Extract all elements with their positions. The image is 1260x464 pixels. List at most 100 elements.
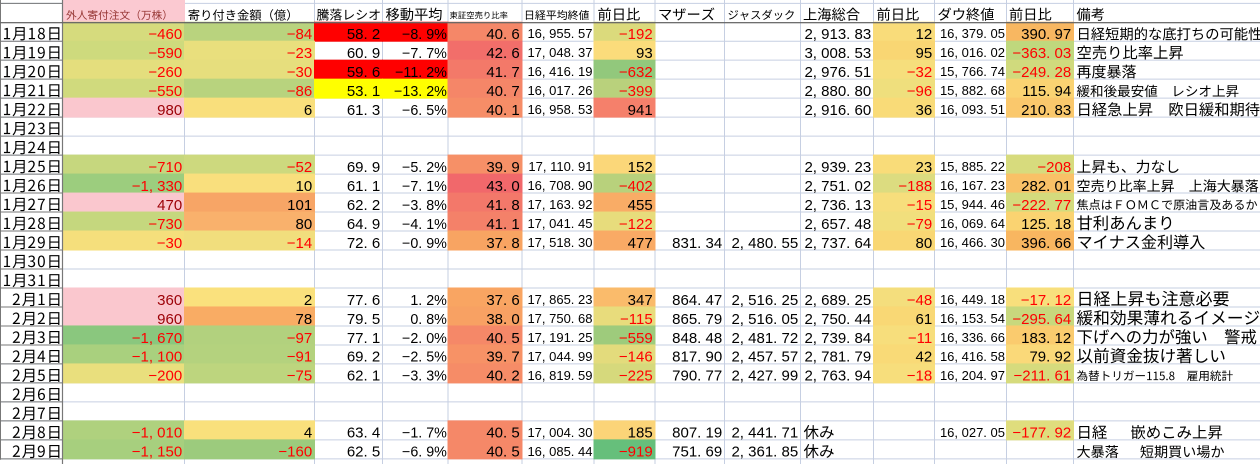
svg-text:16, 167. 23: 16, 167. 23 [940,178,1005,193]
svg-text:−115: −115 [620,311,653,328]
svg-text:16, 379. 05: 16, 379. 05 [940,26,1005,41]
svg-text:−260: −260 [148,64,182,81]
svg-text:16, 153. 54: 16, 153. 54 [940,311,1005,326]
svg-text:41. 8: 41. 8 [486,197,519,214]
svg-text:125. 18: 125. 18 [1021,216,1071,233]
svg-text:−122: −122 [619,216,653,233]
svg-text:−919: −919 [619,444,653,461]
svg-text:59. 6: 59. 6 [347,64,380,81]
svg-text:43. 0: 43. 0 [486,178,519,195]
svg-text:16, 336. 66: 16, 336. 66 [940,330,1005,345]
svg-text:64. 9: 64. 9 [347,216,380,233]
svg-text:152: 152 [628,159,653,176]
svg-text:39. 7: 39. 7 [486,349,519,366]
svg-text:17, 048. 37: 17, 048. 37 [527,45,592,60]
svg-text:−79: −79 [907,216,932,233]
svg-text:36: 36 [916,102,933,119]
svg-text:2, 657. 48: 2, 657. 48 [804,216,871,233]
svg-text:396. 66: 396. 66 [1021,235,1071,252]
svg-text:807. 19: 807. 19 [672,425,722,442]
svg-text:−590: −590 [148,45,182,62]
svg-text:2, 441. 71: 2, 441. 71 [731,425,798,442]
svg-text:2, 750. 44: 2, 750. 44 [804,311,871,328]
svg-text:17, 865. 23: 17, 865. 23 [527,292,592,307]
svg-text:2, 457. 57: 2, 457. 57 [731,349,798,366]
svg-text:37. 8: 37. 8 [486,235,519,252]
svg-text:17, 110. 91: 17, 110. 91 [528,159,592,174]
svg-text:10: 10 [296,178,313,195]
svg-text:16, 017. 26: 16, 017. 26 [527,83,592,98]
svg-text:360: 360 [157,292,182,309]
svg-text:864. 47: 864. 47 [672,292,722,309]
svg-text:−1, 150: −1, 150 [132,444,182,461]
svg-text:−160: −160 [278,444,312,461]
svg-text:16, 958. 53: 16, 958. 53 [527,102,592,117]
svg-text:−710: −710 [148,159,182,176]
svg-text:40. 5: 40. 5 [486,444,519,461]
svg-text:17, 163. 92: 17, 163. 92 [527,197,592,212]
svg-text:62. 5: 62. 5 [347,444,380,461]
svg-text:−14: −14 [287,235,312,252]
svg-text:−11: −11 [908,330,932,347]
svg-text:−3. 3%: −3. 3% [402,369,447,385]
svg-text:−402: −402 [619,178,653,195]
svg-text:58. 2: 58. 2 [347,26,380,43]
svg-text:16, 204. 97: 16, 204. 97 [940,368,1005,383]
svg-text:2, 737. 64: 2, 737. 64 [804,235,871,252]
svg-text:−1. 7%: −1. 7% [402,426,447,442]
svg-text:2, 739. 84: 2, 739. 84 [804,330,871,347]
svg-text:865. 79: 865. 79 [672,311,722,328]
svg-text:95: 95 [916,45,933,62]
svg-text:2, 480. 55: 2, 480. 55 [731,235,798,252]
svg-text:79. 92: 79. 92 [1029,349,1071,366]
svg-text:17, 191. 25: 17, 191. 25 [527,330,592,345]
svg-text:−200: −200 [148,368,182,385]
svg-text:6: 6 [304,102,312,119]
svg-text:−32: −32 [907,64,932,81]
svg-text:−86: −86 [287,83,312,100]
svg-text:−7. 1%: −7. 1% [402,179,447,195]
svg-text:16, 069. 64: 16, 069. 64 [940,216,1005,231]
svg-text:−84: −84 [287,26,312,43]
svg-text:40. 6: 40. 6 [486,26,519,43]
svg-text:37. 6: 37. 6 [486,292,519,309]
svg-text:17, 004. 30: 17, 004. 30 [527,425,592,440]
svg-text:15, 882. 68: 15, 882. 68 [940,83,1005,98]
svg-text:−192: −192 [619,26,653,43]
svg-text:16, 955. 57: 16, 955. 57 [527,26,592,41]
svg-text:2, 976. 51: 2, 976. 51 [804,64,871,81]
svg-text:39. 9: 39. 9 [486,159,519,176]
svg-text:2, 913. 83: 2, 913. 83 [804,26,871,43]
svg-text:470: 470 [157,197,182,214]
svg-text:−97: −97 [287,330,312,347]
svg-text:16, 416. 58: 16, 416. 58 [940,349,1005,364]
svg-text:80: 80 [916,235,933,252]
svg-text:−6. 9%: −6. 9% [402,445,447,461]
svg-text:−75: −75 [287,368,312,385]
svg-text:347: 347 [628,292,653,309]
svg-text:941: 941 [628,102,653,119]
svg-text:62. 2: 62. 2 [347,197,380,214]
svg-text:477: 477 [628,235,653,252]
svg-text:53. 1: 53. 1 [347,83,380,100]
svg-text:2, 516. 25: 2, 516. 25 [731,292,798,309]
svg-text:210. 83: 210. 83 [1021,102,1071,119]
svg-text:101: 101 [287,197,312,214]
svg-text:817. 90: 817. 90 [672,349,722,366]
svg-text:69. 2: 69. 2 [347,349,380,366]
svg-text:23: 23 [916,159,933,176]
svg-text:−559: −559 [619,330,653,347]
svg-text:790. 77: 790. 77 [672,368,722,385]
svg-text:−23: −23 [287,45,312,62]
svg-text:−1, 330: −1, 330 [132,178,182,195]
svg-text:17, 750. 68: 17, 750. 68 [527,311,592,326]
svg-text:4: 4 [304,425,312,442]
svg-text:−177. 92: −177. 92 [1012,425,1071,442]
svg-text:−632: −632 [619,64,653,81]
svg-text:2, 763. 94: 2, 763. 94 [804,368,871,385]
svg-text:2, 781. 79: 2, 781. 79 [804,349,871,366]
svg-text:455: 455 [628,197,653,214]
svg-text:2, 689. 25: 2, 689. 25 [804,292,871,309]
svg-text:2, 736. 13: 2, 736. 13 [804,197,871,214]
svg-text:−225: −225 [619,368,653,385]
